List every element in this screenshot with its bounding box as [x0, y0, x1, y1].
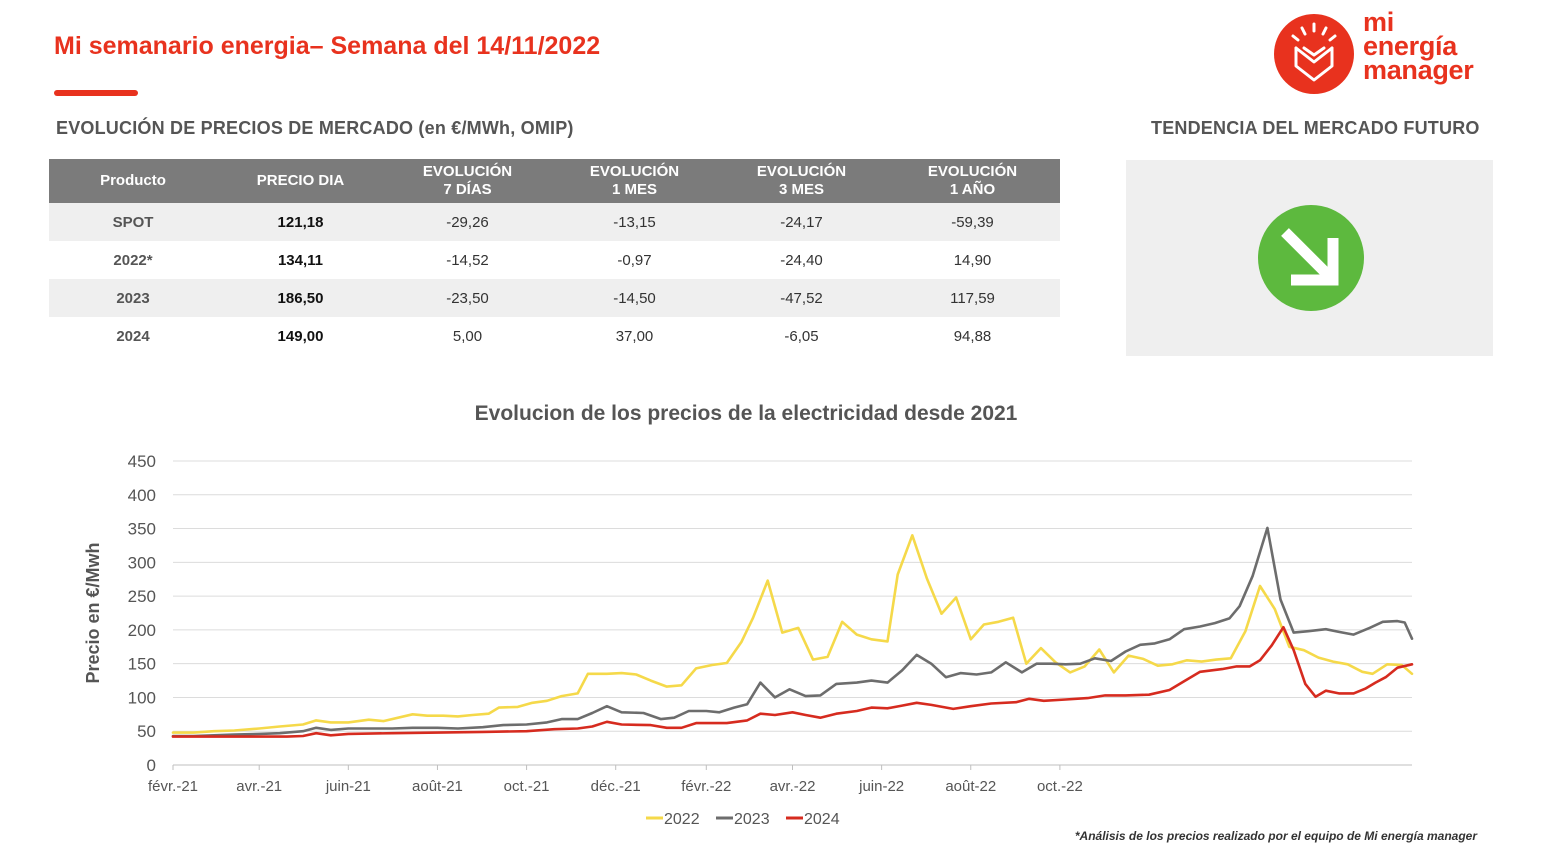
- x-tick-label: févr.-22: [681, 778, 731, 795]
- trend-section-title: TENDENCIA DEL MERCADO FUTURO: [1151, 118, 1480, 138]
- table-row: 2023 186,50 -23,50 -14,50 -47,52 117,59: [49, 279, 1060, 317]
- x-tick-label: févr.-21: [148, 778, 198, 795]
- series-line-2023: [171, 526, 1414, 738]
- cell-precio: 134,11: [277, 251, 324, 269]
- table-row: SPOT 121,18 -29,26 -13,15 -24,17 -59,39: [49, 203, 1060, 241]
- brand-logo: mi energía manager: [1274, 7, 1504, 95]
- series-line-2024: [171, 625, 1414, 738]
- cell-evolucion-7d: -23,50: [384, 279, 551, 317]
- table-header-row: Producto PRECIO DIA EVOLUCIÓN 7 DÍAS EVOL…: [49, 159, 1060, 203]
- chart-title: Evolucion de los precios de la electrici…: [475, 402, 1018, 425]
- legend-label-2024: 2024: [804, 811, 840, 828]
- y-tick-label: 400: [128, 486, 156, 505]
- y-tick-label: 50: [137, 722, 156, 741]
- prices-table: Producto PRECIO DIA EVOLUCIÓN 7 DÍAS EVOL…: [49, 159, 1060, 355]
- market-section-title: EVOLUCIÓN DE PRECIOS DE MERCADO (en €/MW…: [56, 118, 574, 138]
- cell-evolucion-1m: -13,15: [551, 203, 718, 241]
- cell-evolucion-3m: -24,17: [718, 203, 885, 241]
- cell-evolucion-1m: -14,50: [551, 279, 718, 317]
- cell-precio: 121,18: [217, 203, 384, 241]
- col-header-precio-dia: PRECIO DIA: [217, 159, 384, 203]
- cell-producto: SPOT: [49, 203, 217, 241]
- col-header-evolucion-1-ano: EVOLUCIÓN 1 AÑO: [885, 159, 1060, 203]
- col-header-evolucion-1-mes: EVOLUCIÓN 1 MES: [551, 159, 718, 203]
- envelope-sun-icon: [1274, 14, 1354, 94]
- cell-evolucion-7d: -29,26: [384, 203, 551, 241]
- y-tick-label: 100: [128, 688, 156, 707]
- table-row: 2022* 134,11 -14,52 -0,97 -24,40 14,90: [49, 241, 1060, 279]
- trend-panel: [1126, 160, 1493, 356]
- down-right-arrow-icon: [1258, 205, 1364, 311]
- x-tick-label: avr.-22: [770, 778, 816, 795]
- analysis-footnote: *Análisis de los precios realizado por e…: [1074, 829, 1477, 843]
- y-tick-label: 0: [147, 756, 156, 775]
- price-evolution-chart: Evolucion de los precios de la electrici…: [83, 402, 1414, 828]
- cell-evolucion-7d: 5,00: [452, 327, 483, 345]
- x-tick-label: avr.-21: [236, 778, 282, 795]
- cell-producto: 2023: [49, 279, 217, 317]
- y-axis-label: Precio en €/Mwh: [83, 542, 103, 683]
- cell-producto: 2024: [116, 327, 150, 345]
- x-tick-label: oct.-21: [504, 778, 550, 795]
- col-header-evolucion-3-mes: EVOLUCIÓN 3 MES: [718, 159, 885, 203]
- table-row: 2024 149,00 5,00 37,00 -6,05 94,88: [49, 317, 1060, 355]
- cell-evolucion-3m: -24,40: [780, 251, 823, 269]
- cell-evolucion-3m: -47,52: [718, 279, 885, 317]
- cell-producto: 2022*: [113, 251, 153, 269]
- cell-evolucion-1y: 94,88: [953, 327, 992, 345]
- cell-precio: 186,50: [217, 279, 384, 317]
- cell-evolucion-1y: 14,90: [953, 251, 992, 269]
- cell-evolucion-1m: -0,97: [617, 251, 652, 269]
- y-tick-label: 450: [128, 452, 156, 471]
- cell-evolucion-1y: -59,39: [885, 203, 1060, 241]
- y-tick-label: 200: [128, 621, 156, 640]
- x-tick-label: déc.-21: [591, 778, 641, 795]
- x-tick-label: août-21: [412, 778, 463, 795]
- cell-evolucion-7d: -14,52: [446, 251, 489, 269]
- x-tick-label: oct.-22: [1037, 778, 1083, 795]
- col-header-producto: Producto: [49, 159, 217, 203]
- cell-evolucion-3m: -6,05: [784, 327, 819, 345]
- col-header-evolucion-7-dias: EVOLUCIÓN 7 DÍAS: [384, 159, 551, 203]
- cell-evolucion-1m: 37,00: [615, 327, 654, 345]
- series-line-2022: [171, 534, 1414, 734]
- y-tick-label: 350: [128, 520, 156, 539]
- title-underline: [54, 90, 138, 96]
- y-tick-label: 300: [128, 553, 156, 572]
- logo-wordmark: mi energía manager: [1363, 7, 1474, 85]
- page-title: Mi semanario energia– Semana del 14/11/2…: [54, 32, 601, 60]
- cell-precio: 149,00: [277, 327, 324, 345]
- cell-evolucion-1y: 117,59: [885, 279, 1060, 317]
- y-tick-label: 250: [128, 587, 156, 606]
- x-tick-label: juin-21: [325, 778, 371, 795]
- x-tick-label: juin-22: [858, 778, 904, 795]
- legend-label-2023: 2023: [734, 811, 770, 828]
- y-tick-label: 150: [128, 655, 156, 674]
- legend-label-2022: 2022: [664, 811, 700, 828]
- x-tick-label: août-22: [945, 778, 996, 795]
